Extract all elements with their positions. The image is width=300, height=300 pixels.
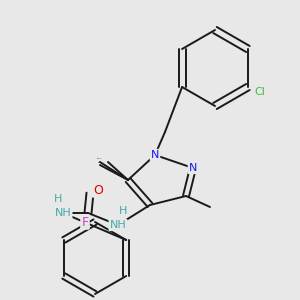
Text: Cl: Cl — [254, 87, 265, 97]
Text: methyl: methyl — [98, 162, 103, 163]
Text: F: F — [81, 215, 88, 229]
Text: N: N — [189, 163, 197, 173]
Text: methyl: methyl — [97, 158, 102, 159]
Text: NH: NH — [55, 208, 71, 218]
Text: H: H — [119, 206, 127, 216]
Text: N: N — [151, 150, 159, 160]
Text: H: H — [54, 194, 62, 204]
Text: O: O — [93, 184, 103, 196]
Text: NH: NH — [110, 220, 126, 230]
